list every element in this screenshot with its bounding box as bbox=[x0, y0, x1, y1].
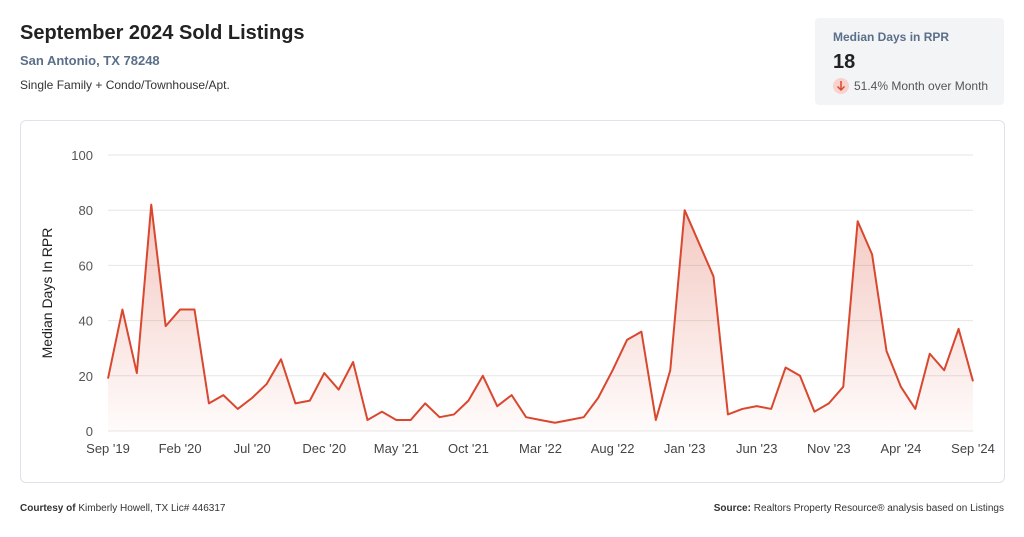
x-tick-label: Dec '20 bbox=[302, 441, 346, 456]
x-tick-label: Aug '22 bbox=[591, 441, 635, 456]
source-text: Realtors Property Resource® analysis bas… bbox=[753, 503, 1004, 514]
x-tick-label: Apr '24 bbox=[881, 441, 922, 456]
y-tick-label: 100 bbox=[71, 148, 93, 163]
source-label: Source: bbox=[713, 503, 751, 514]
location: San Antonio, TX 78248 bbox=[20, 53, 160, 68]
down-arrow bbox=[833, 78, 849, 94]
kpi-label: Median Days in RPR bbox=[833, 30, 950, 44]
chart-frame bbox=[20, 120, 1005, 483]
property-types: Single Family + Condo/Townhouse/Apt. bbox=[20, 78, 230, 92]
courtesy: Courtesy of Kimberly Howell, TX Lic# 446… bbox=[20, 503, 225, 514]
y-tick-label: 80 bbox=[79, 203, 93, 218]
y-tick-label: 20 bbox=[79, 369, 93, 384]
x-tick-label: Jul '20 bbox=[234, 441, 271, 456]
source: Source: Realtors Property Resource® anal… bbox=[714, 503, 1004, 514]
chart: Median Days In RPR 0 20 40 60 80 100 Sep '19 Fe… bbox=[39, 148, 995, 456]
y-axis-label: Median Days In RPR bbox=[39, 228, 55, 359]
x-tick-label: Sep '24 bbox=[951, 441, 995, 456]
x-tick-label: Nov '23 bbox=[807, 441, 851, 456]
title: September 2024 Sold Listings bbox=[20, 22, 305, 44]
kpi-value: 18 bbox=[833, 51, 856, 73]
area bbox=[108, 204, 973, 431]
x-tick-label: Sep '19 bbox=[86, 441, 130, 456]
x-tick-label: Mar '22 bbox=[519, 441, 562, 456]
courtesy-label: Courtesy of bbox=[20, 503, 76, 514]
x-tick-label: Oct '21 bbox=[448, 441, 489, 456]
x-tick-label: Jan '23 bbox=[664, 441, 706, 456]
y-tick-label: 0 bbox=[86, 424, 93, 439]
courtesy-text: Kimberly Howell, TX Lic# 446317 bbox=[78, 503, 226, 514]
kpi-card: Median Days in RPR 18 51.4% Month over M… bbox=[815, 18, 1004, 105]
y-tick-label: 60 bbox=[79, 258, 93, 273]
y-tick-label: 40 bbox=[79, 314, 93, 329]
kpi-change: 51.4% Month over Month bbox=[854, 79, 989, 93]
x-tick-label: Feb '20 bbox=[159, 441, 202, 456]
line bbox=[107, 203, 974, 424]
x-tick-label: May '21 bbox=[374, 441, 419, 456]
x-tick-label: Jun '23 bbox=[736, 441, 778, 456]
